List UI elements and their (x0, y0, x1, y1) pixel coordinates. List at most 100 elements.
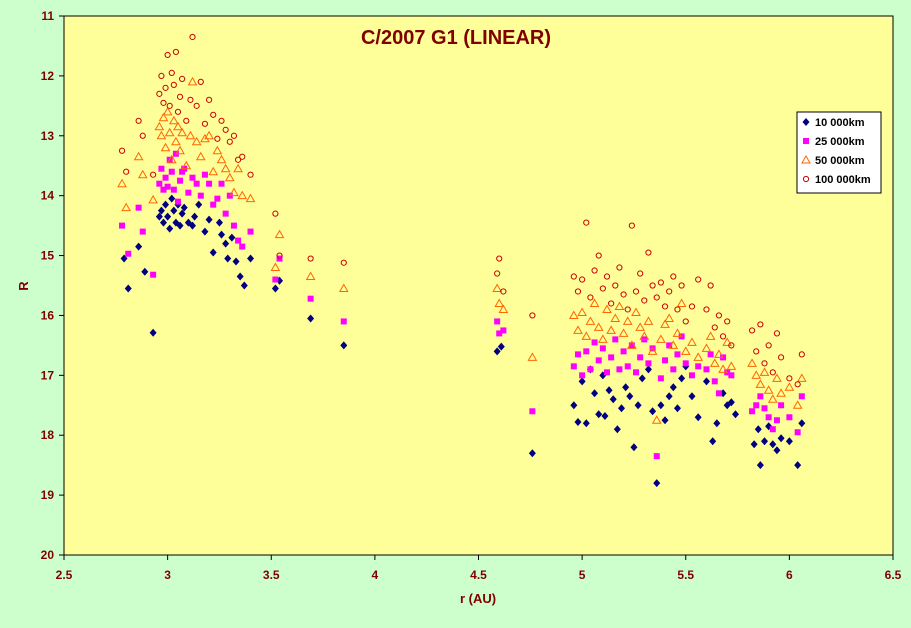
data-point (307, 295, 314, 302)
data-point (633, 369, 640, 376)
data-point (682, 360, 689, 367)
legend-label: 50 000km (815, 155, 865, 167)
data-point (173, 121, 183, 131)
data-point (185, 189, 192, 196)
data-point (784, 382, 795, 391)
data-point (719, 333, 727, 340)
y-tick-label: 15 (41, 249, 55, 263)
data-points (117, 33, 807, 488)
data-point (577, 307, 587, 316)
data-point (270, 262, 281, 272)
data-point (638, 374, 646, 383)
data-point (218, 117, 225, 124)
y-tick-label: 12 (41, 69, 55, 83)
data-point (237, 190, 248, 200)
data-point (156, 130, 167, 140)
data-point (166, 102, 173, 109)
data-point (728, 372, 735, 379)
data-point (612, 282, 619, 289)
data-point (123, 168, 130, 175)
data-point (641, 297, 648, 304)
data-point (230, 132, 238, 139)
data-point (595, 357, 602, 364)
data-point (751, 370, 762, 379)
data-point (158, 112, 169, 122)
data-point (785, 437, 793, 446)
data-point (239, 153, 246, 160)
data-point (340, 318, 347, 325)
data-point (583, 348, 590, 355)
data-point (753, 348, 760, 355)
data-point (164, 183, 171, 190)
data-point (649, 282, 656, 289)
data-point (688, 303, 696, 310)
data-point (175, 145, 185, 155)
data-point (240, 281, 248, 290)
x-tick-label: 5.5 (677, 568, 694, 582)
data-point (608, 300, 615, 307)
data-point (528, 449, 536, 458)
data-point (794, 461, 802, 470)
data-point (637, 354, 644, 361)
data-point (620, 291, 627, 298)
data-point (216, 154, 227, 164)
data-point (701, 343, 712, 352)
data-point (205, 215, 213, 224)
data-point (574, 351, 581, 358)
data-point (643, 316, 654, 325)
data-point (338, 283, 349, 292)
data-point (682, 318, 689, 325)
data-point (197, 192, 204, 199)
data-point (676, 298, 687, 307)
data-point (635, 322, 646, 331)
data-point (494, 270, 501, 277)
data-point (172, 48, 180, 56)
data-point (574, 288, 582, 295)
data-point (672, 328, 683, 337)
data-point (160, 186, 167, 193)
x-tick-label: 6 (786, 568, 793, 582)
data-point (195, 200, 203, 209)
data-point (665, 392, 673, 401)
data-point (160, 142, 171, 152)
data-point (148, 194, 158, 204)
data-point (618, 328, 629, 337)
data-point (210, 111, 217, 118)
data-point (628, 222, 635, 229)
legend-label: 10 000km (815, 117, 865, 129)
data-point (340, 259, 347, 266)
data-point (245, 193, 256, 203)
data-point (222, 239, 230, 248)
data-point (798, 351, 805, 358)
data-point (272, 276, 279, 283)
data-point (578, 377, 586, 386)
data-point (206, 180, 213, 187)
data-point (497, 342, 505, 351)
data-point (135, 242, 143, 251)
data-point (236, 272, 244, 281)
data-point (614, 301, 625, 310)
data-point (620, 348, 627, 355)
data-point (201, 171, 208, 178)
data-point (794, 381, 801, 388)
data-point (210, 201, 217, 208)
data-point (724, 318, 731, 325)
data-point (786, 414, 793, 421)
data-point (137, 169, 148, 179)
data-point (612, 336, 619, 343)
data-point (229, 187, 239, 197)
data-point (139, 132, 146, 139)
data-point (627, 340, 637, 349)
data-point (157, 206, 165, 215)
data-point (626, 392, 634, 401)
data-point (776, 388, 786, 397)
data-point (624, 363, 631, 370)
data-point (174, 198, 181, 205)
data-point (494, 298, 505, 307)
data-point (168, 168, 175, 175)
data-point (247, 254, 255, 263)
legend-label: 100 000km (815, 174, 871, 186)
data-point (798, 393, 805, 400)
data-point (162, 174, 169, 181)
legend-marker (802, 175, 810, 183)
